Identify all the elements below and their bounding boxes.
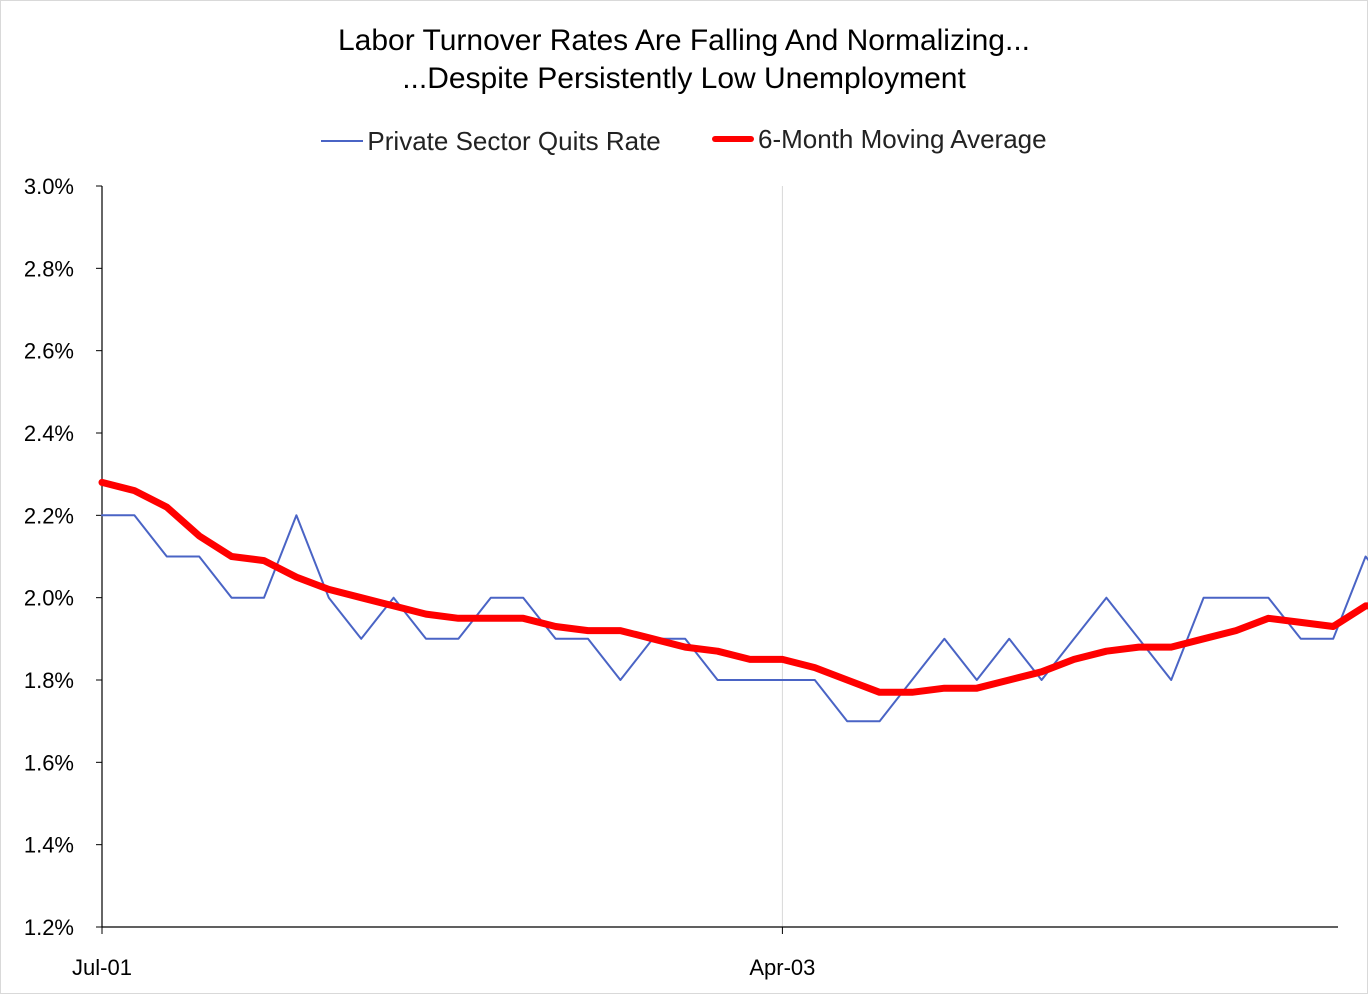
series-line-moving-average [98, 478, 1368, 696]
y-tick-label: 1.6% [24, 750, 74, 775]
y-tick-label: 2.6% [24, 339, 74, 364]
chart-title-line2: ...Despite Persistently Low Unemployment [402, 62, 966, 95]
y-tick-label: 1.8% [24, 668, 74, 693]
chart-title: Labor Turnover Rates Are Falling And Nor… [0, 22, 1368, 98]
legend-label-quits-rate: Private Sector Quits Rate [367, 125, 661, 156]
y-tick-label: 2.0% [24, 586, 74, 611]
y-tick-label: 1.4% [24, 833, 74, 858]
y-tick-label: 2.8% [24, 256, 74, 281]
legend-label-moving-average: 6-Month Moving Average [758, 123, 1047, 154]
legend-swatch-quits-rate [321, 140, 364, 142]
chart-legend: Private Sector Quits Rate 6-Month Moving… [0, 118, 1368, 157]
legend-swatch-moving-average [712, 136, 754, 142]
legend-item-moving-average: 6-Month Moving Average [712, 124, 1047, 155]
series-line-quits-rate [101, 514, 1368, 723]
legend-item-quits-rate: Private Sector Quits Rate [321, 125, 661, 157]
y-tick-label: 2.2% [24, 503, 74, 528]
y-tick-label: 2.4% [24, 421, 74, 446]
x-tick-label: Jul-01 [72, 955, 132, 980]
y-tick-label: 1.2% [24, 915, 74, 940]
y-tick-label: 3.0% [24, 174, 74, 199]
chart-title-line1: Labor Turnover Rates Are Falling And Nor… [337, 24, 1030, 57]
x-tick-label: Apr-03 [749, 955, 815, 980]
